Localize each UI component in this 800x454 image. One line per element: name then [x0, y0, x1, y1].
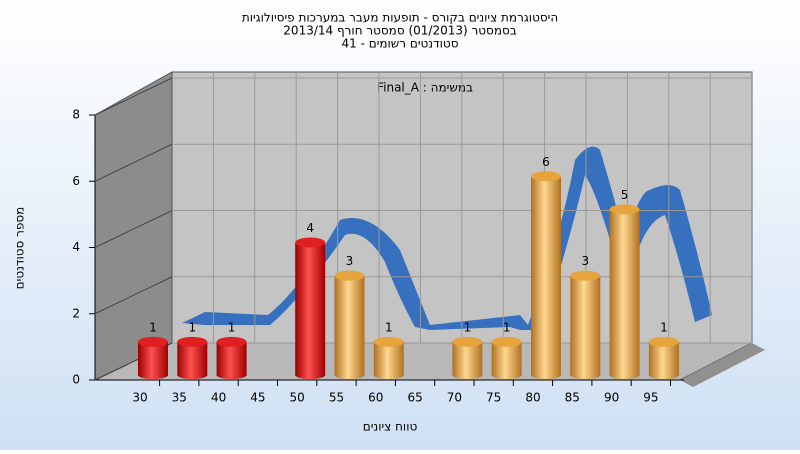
- chart-subtitle: בסמסטר (01/2013) סמסטר חורף 2013/14: [283, 24, 516, 38]
- bar: [373, 341, 404, 375]
- x-axis-label: טווח ציונים: [363, 420, 418, 434]
- bar: [648, 341, 679, 375]
- bar-base: [216, 371, 247, 379]
- bar-cap: [295, 237, 326, 248]
- y-tick-label: 2: [72, 306, 80, 320]
- x-tick-label: 90: [604, 391, 619, 405]
- chart-title: היסטוגרמת ציונים בקורס - תופעות מעבר במע…: [242, 11, 558, 25]
- value-label: 3: [581, 254, 589, 268]
- bar: [609, 209, 640, 375]
- left-wall: [94, 71, 173, 381]
- value-label: 1: [464, 320, 472, 334]
- bar-cap: [531, 171, 561, 182]
- bar-base: [177, 371, 208, 379]
- x-tick-label: 55: [329, 391, 344, 405]
- x-tick-label: 75: [486, 391, 501, 405]
- x-tick-label: 95: [643, 391, 658, 405]
- y-tick-label: 4: [72, 240, 80, 254]
- bar-base: [373, 371, 404, 379]
- bar-cap: [570, 270, 601, 281]
- bar: [334, 275, 365, 375]
- y-tick-label: 6: [72, 174, 80, 188]
- floor-edge: [680, 343, 765, 387]
- x-tick-label: 70: [447, 391, 462, 405]
- value-label: 1: [385, 320, 393, 334]
- x-tick-label: 35: [172, 391, 187, 405]
- value-label: 5: [621, 188, 629, 202]
- bar-base: [334, 371, 365, 379]
- value-label: 1: [503, 320, 511, 334]
- bar-cap: [373, 336, 404, 347]
- grid-line: [94, 77, 173, 116]
- grid-line: [94, 210, 173, 248]
- grid-line: [94, 276, 173, 315]
- x-tick-label: 65: [407, 391, 422, 405]
- x-tick-label: 30: [132, 391, 147, 405]
- bar: [216, 341, 247, 375]
- annotation: Final_A : במשימה: [377, 81, 473, 95]
- value-label: 4: [306, 221, 314, 235]
- bar-base: [138, 371, 168, 379]
- bar: [491, 341, 522, 375]
- x-tick-label: 50: [290, 391, 305, 405]
- bar: [452, 341, 483, 375]
- y-tick-label: 0: [72, 373, 80, 387]
- value-label: 1: [149, 320, 157, 334]
- value-label: 1: [660, 320, 668, 334]
- x-tick-label: 40: [211, 391, 226, 405]
- bar-cap: [491, 336, 522, 347]
- bar-base: [570, 371, 601, 379]
- y-axis-label: מספר סטודנטים: [13, 207, 27, 290]
- bar-cap: [138, 336, 168, 347]
- distribution-ribbon: [182, 146, 712, 330]
- value-label: 3: [346, 254, 354, 268]
- bar-cap: [452, 336, 483, 347]
- value-label: 1: [188, 320, 196, 334]
- bar: [295, 242, 326, 375]
- x-tick-label: 85: [565, 391, 580, 405]
- bar: [570, 275, 601, 375]
- value-label: 6: [542, 155, 550, 169]
- y-tick-label: 8: [72, 108, 80, 122]
- bar-cap: [648, 336, 679, 347]
- chart-subtitle: סטודנטים רשומים - 41: [341, 37, 458, 51]
- bar-cap: [216, 336, 247, 347]
- bar: [177, 341, 208, 375]
- x-tick-label: 80: [525, 391, 540, 405]
- x-tick-label: 60: [368, 391, 383, 405]
- bar-base: [295, 371, 326, 379]
- bar-base: [648, 371, 679, 379]
- bar: [138, 341, 168, 375]
- bar-base: [609, 371, 640, 379]
- bar-base: [452, 371, 483, 379]
- bar-base: [491, 371, 522, 379]
- bar-base: [531, 371, 561, 379]
- bar: [531, 176, 561, 375]
- value-label: 1: [228, 320, 236, 334]
- grid-line: [94, 143, 173, 182]
- bar-cap: [609, 204, 640, 215]
- bar-cap: [177, 336, 208, 347]
- x-tick-label: 45: [250, 391, 265, 405]
- bar-cap: [334, 270, 365, 281]
